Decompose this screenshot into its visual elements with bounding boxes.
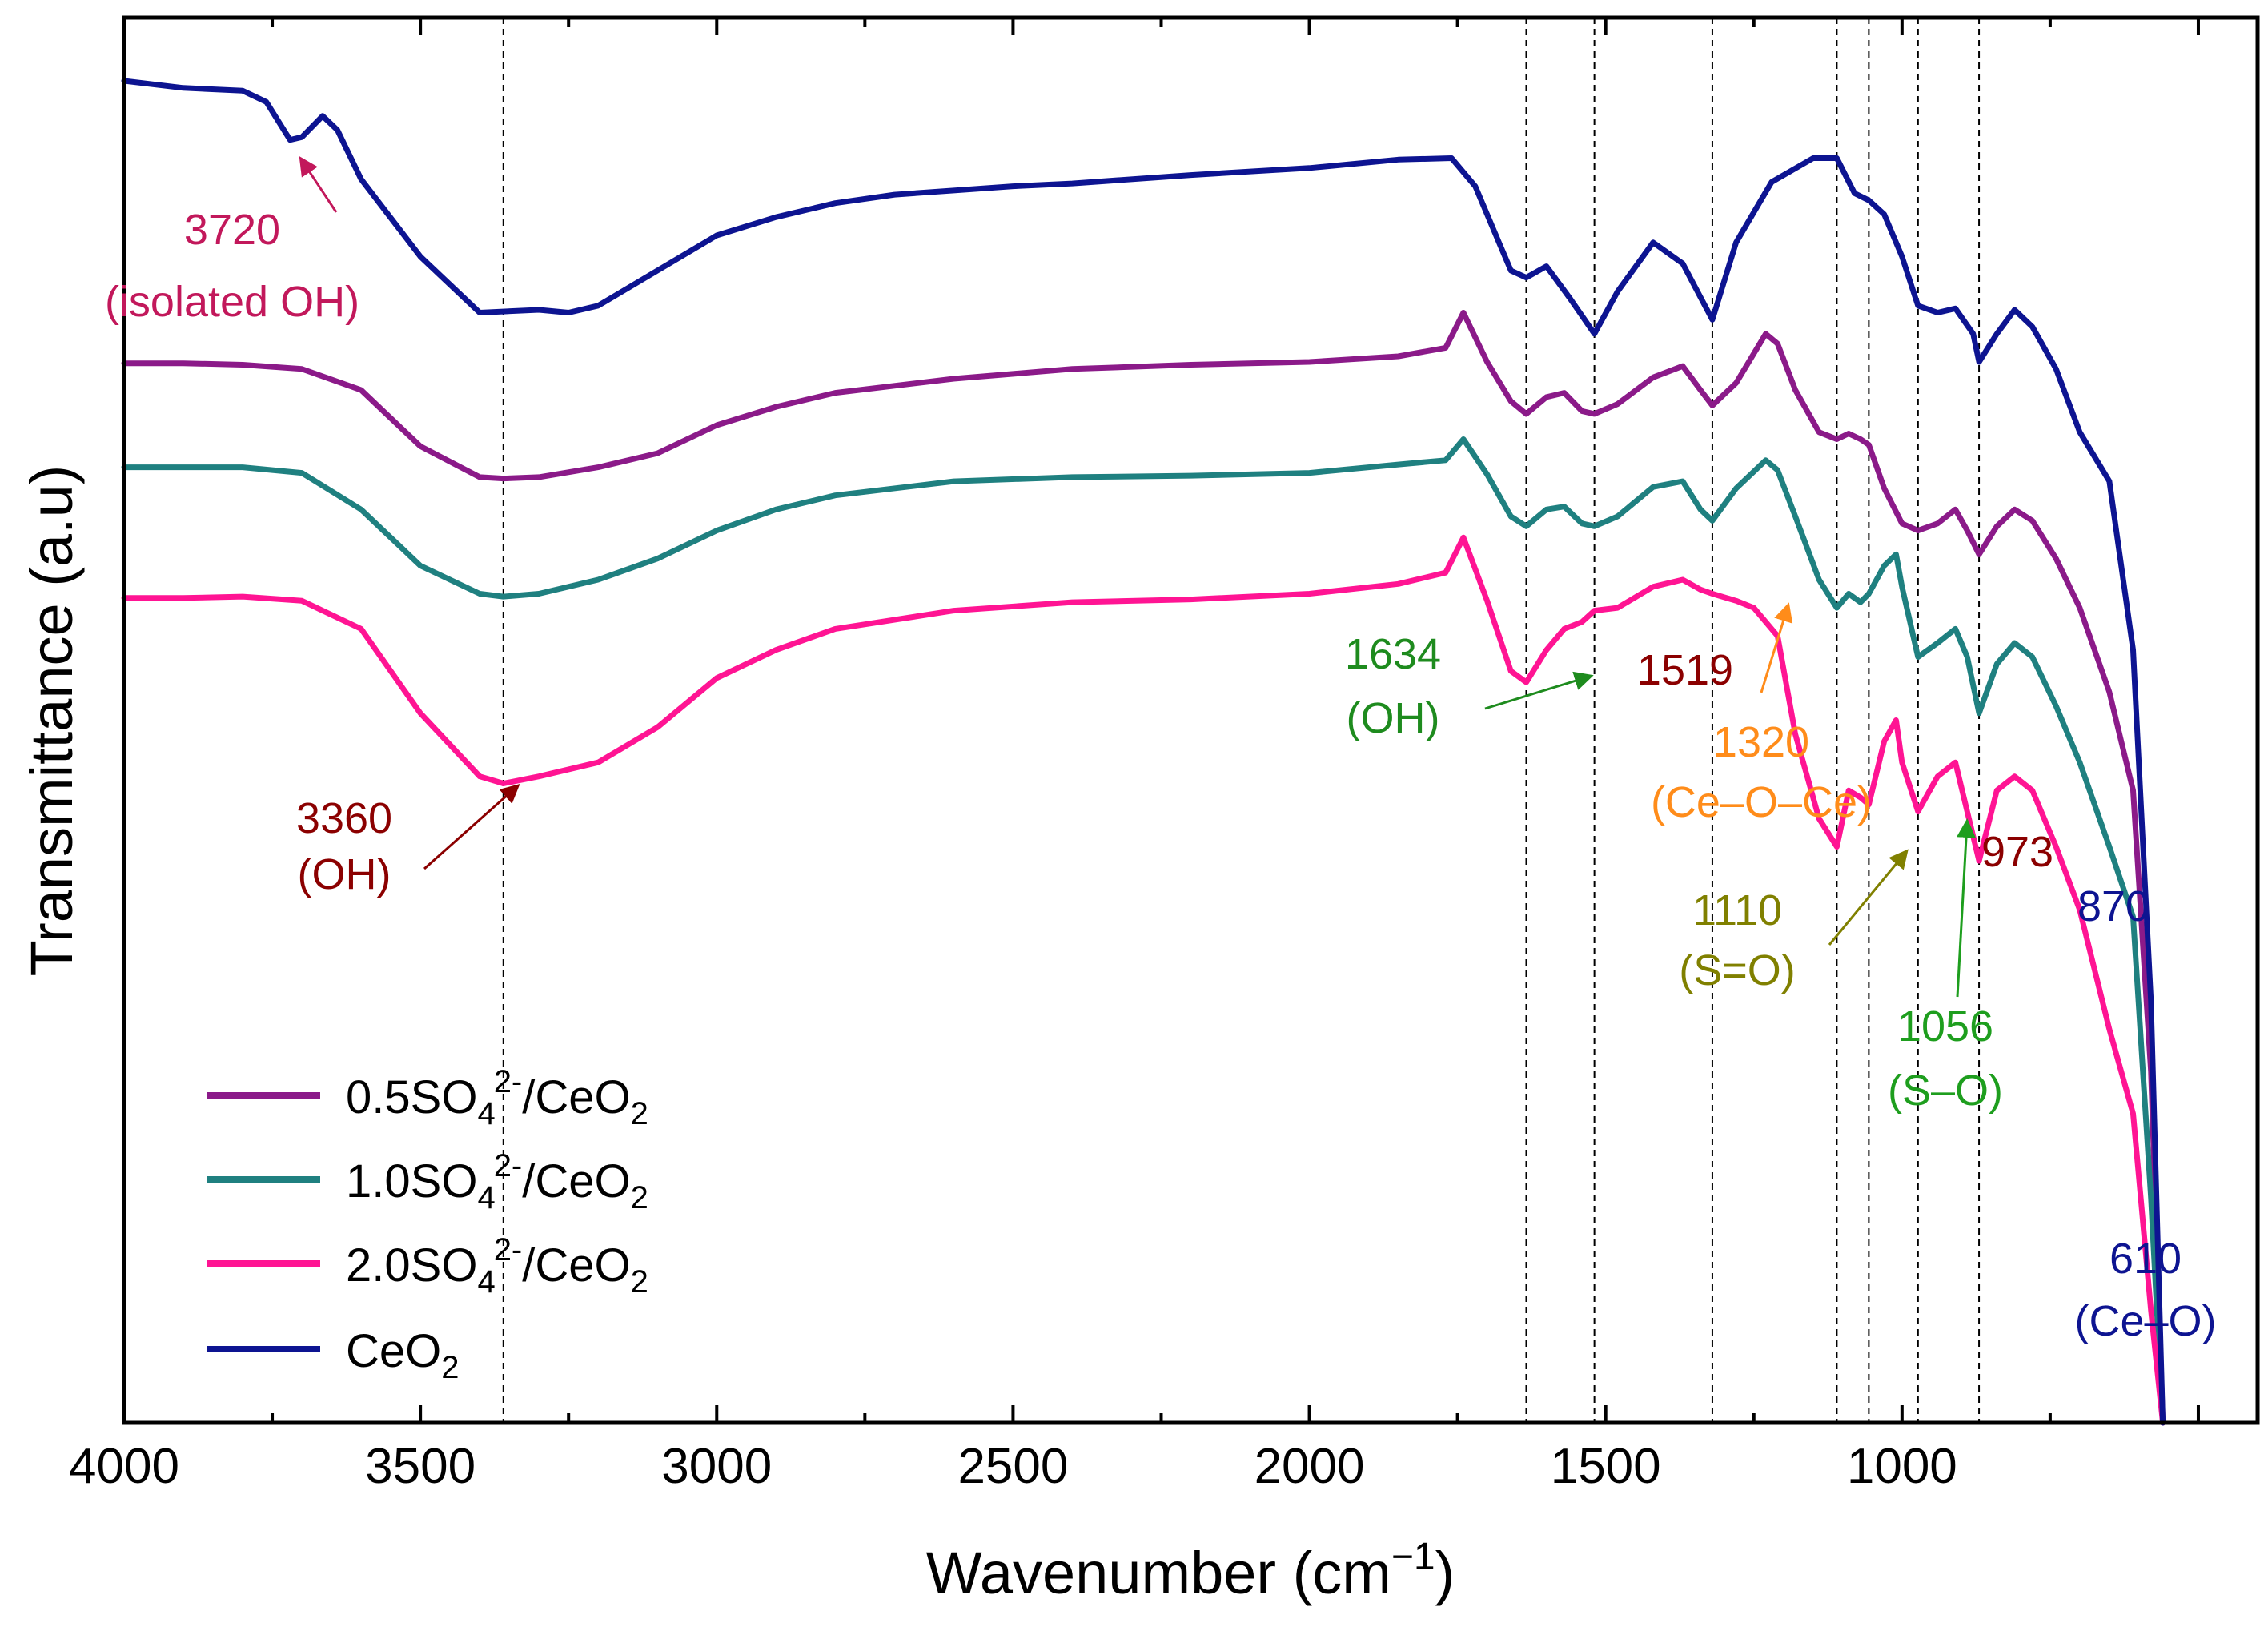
annotation-3720: 3720 (isolated OH) [105,155,359,326]
legend-label-ceo2: CeO2 [346,1325,460,1385]
annotation-610-label: (Ce–O) [2074,1297,2216,1345]
legend-item-ceo2: CeO2 [207,1325,460,1385]
legend-label-2.0: 2.0SO42-/CeO2 [346,1232,648,1300]
annotation-870: 870 [2077,882,2150,930]
x-tick-label-1500: 1500 [1551,1439,1661,1494]
x-axis-ticks: 4000 3500 3000 2500 2000 1500 1000 [69,18,2200,1494]
annotation-1320-label: (Ce–O–Ce) [1651,778,1872,826]
series-line-0 [121,310,2166,1426]
x-tick-label-2500: 2500 [957,1439,1068,1494]
annotation-610: 610 (Ce–O) [2074,1235,2216,1345]
annotation-973: 973 [1981,828,2053,876]
legend-item-0.5: 0.5SO42-/CeO2 [207,1064,648,1131]
legend-item-1.0: 1.0SO42-/CeO2 [207,1148,648,1215]
series-lines [121,78,2166,1426]
annotation-1634: 1634 (OH) [1345,630,1594,742]
annotation-1110-arrow [1828,849,1909,946]
annotation-3720-value: 3720 [184,206,280,254]
annotation-1634-label: (OH) [1347,694,1440,742]
plot-frame [122,15,2260,1425]
annotation-1320-value: 1320 [1713,718,1809,766]
annotation-1110: 1110 (S=O) [1679,849,1909,994]
annotation-3360-value: 3360 [296,794,392,842]
annotation-1056-arrow [1956,818,1976,998]
annotation-1056-label: (S–O) [1888,1067,2003,1115]
annotation-1634-arrow [1484,671,1594,710]
annotation-610-value: 610 [2109,1235,2182,1283]
x-tick-label-2000: 2000 [1254,1439,1365,1494]
annotation-3360-label: (OH) [298,850,391,898]
legend-item-2.0: 2.0SO42-/CeO2 [207,1232,648,1300]
annotation-1519-value: 1519 [1637,646,1733,694]
annotation-1519: 1519 [1637,646,1733,694]
x-tick-label-3500: 3500 [365,1439,476,1494]
legend: 0.5SO42-/CeO2 1.0SO42-/CeO2 2.0SO42-/CeO… [207,1064,648,1385]
reference-lines [502,18,1981,1423]
annotation-870-value: 870 [2077,882,2150,930]
annotation-1634-value: 1634 [1345,630,1441,678]
annotation-3360-arrow [423,784,520,870]
x-tick-label-4000: 4000 [69,1439,179,1494]
annotation-1320: 1320 (Ce–O–Ce) [1651,602,1872,826]
annotation-973-value: 973 [1981,828,2053,876]
annotation-1056-value: 1056 [1897,1002,1993,1051]
legend-label-1.0: 1.0SO42-/CeO2 [346,1148,648,1215]
series-line-1 [121,436,2166,1426]
annotation-1320-arrow [1760,602,1793,693]
annotation-3720-arrow [299,155,338,213]
annotation-1056: 1056 (S–O) [1888,818,2003,1115]
x-axis-title: Wavenumber (cm−1) [926,1536,1455,1606]
annotation-1110-label: (S=O) [1679,946,1796,994]
series-line-3 [121,78,2166,1426]
legend-label-0.5: 0.5SO42-/CeO2 [346,1064,648,1131]
annotation-1110-value: 1110 [1692,886,1782,934]
annotation-3720-label: (isolated OH) [105,278,359,326]
annotation-3360: 3360 (OH) [296,784,520,898]
y-axis-title: Transmittance (a.u) [18,465,85,977]
x-tick-label-3000: 3000 [661,1439,772,1494]
x-tick-label-1000: 1000 [1847,1439,1957,1494]
